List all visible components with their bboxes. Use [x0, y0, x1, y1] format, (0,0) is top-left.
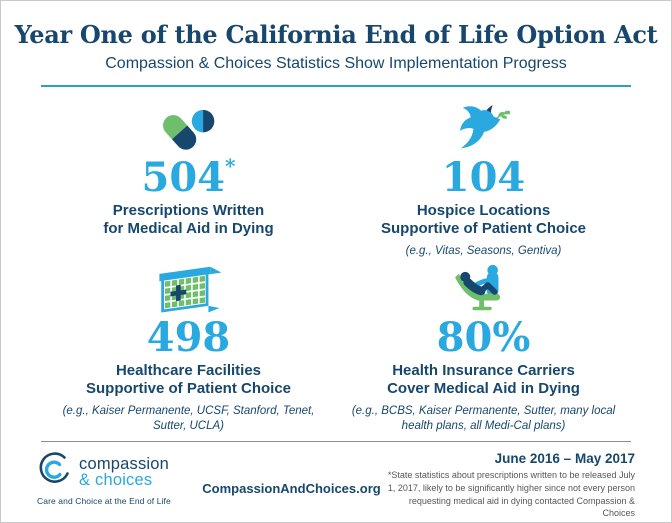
stat-value-hospice: 104	[441, 153, 526, 201]
compassion-choices-logo: compassion & choices Care and Choice at …	[37, 451, 202, 506]
stat-value-facilities: 498	[146, 313, 231, 361]
patient-recliner-icon	[453, 264, 515, 314]
page-title: Year One of the California End of Life O…	[14, 20, 658, 49]
stat-hospice-locations: 104 Hospice Locations Supportive of Pati…	[336, 93, 631, 257]
pills-icon	[159, 104, 219, 154]
logo-wordmark: compassion & choices	[79, 454, 170, 489]
footnote-marker: *	[225, 153, 236, 178]
stat-insurance-carriers: 80% Health Insurance Carriers Cover Medi…	[336, 253, 631, 435]
page-subtitle: Compassion & Choices Statistics Show Imp…	[105, 54, 567, 72]
dove-icon	[454, 104, 514, 154]
hospital-building-icon	[153, 264, 225, 314]
stat-examples-hospice: (e.g., Vitas, Seasons, Gentiva)	[405, 245, 562, 258]
stat-value-insurance: 80%	[436, 313, 531, 361]
stat-value-prescriptions: 504*	[141, 153, 236, 201]
stats-grid: 504* Prescriptions Written for Medical A…	[41, 93, 631, 435]
footer: compassion & choices Care and Choice at …	[1, 442, 671, 520]
stat-label-prescriptions: Prescriptions Written for Medical Aid in…	[103, 201, 274, 237]
header-divider	[41, 84, 631, 87]
stat-examples-insurance: (e.g., BCBS, Kaiser Permanente, Sutter, …	[351, 405, 616, 433]
stat-label-hospice: Hospice Locations Supportive of Patient …	[380, 201, 587, 237]
stat-healthcare-facilities: 498 Healthcare Facilities Supportive of …	[41, 253, 336, 435]
footnote-text: *State statistics about prescriptions wr…	[387, 470, 635, 519]
header: Year One of the California End of Life O…	[1, 1, 671, 87]
stat-label-facilities: Healthcare Facilities Supportive of Pati…	[85, 361, 292, 397]
stat-label-insurance: Health Insurance Carriers Cover Medical …	[387, 361, 580, 397]
stat-examples-facilities: (e.g., Kaiser Permanente, UCSF, Stanford…	[62, 405, 315, 433]
logo-tagline: Care and Choice at the End of Life	[37, 496, 171, 507]
stat-number: 504	[141, 153, 226, 201]
date-range: June 2016 – May 2017	[494, 451, 635, 467]
footer-right: June 2016 – May 2017 *State statistics a…	[381, 451, 635, 520]
website-url: CompassionAndChoices.org	[202, 481, 381, 497]
footer-divider	[41, 440, 631, 443]
stat-prescriptions: 504* Prescriptions Written for Medical A…	[41, 93, 336, 253]
logo-c-mark-icon	[37, 451, 73, 492]
